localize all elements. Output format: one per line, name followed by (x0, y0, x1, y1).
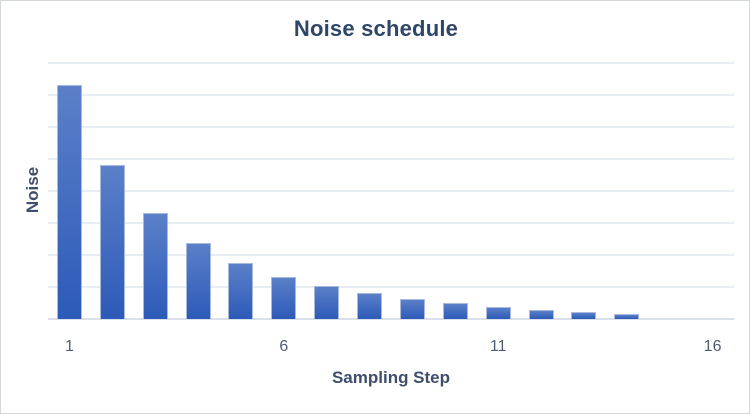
x-tick-label-6: 6 (279, 338, 289, 355)
bar-step-12 (528, 309, 554, 319)
gridline (48, 158, 734, 160)
x-tick-label-1: 1 (64, 338, 74, 355)
bar-step-4 (185, 242, 211, 319)
gridline (48, 126, 734, 128)
x-tick-label-11: 11 (489, 338, 507, 355)
y-axis-title: Noise (23, 166, 42, 214)
x-axis-ticks: 1 6 11 16 (1, 338, 749, 358)
gridline (48, 62, 734, 64)
plot-area (48, 62, 734, 320)
gridline (48, 222, 734, 224)
chart-title: Noise schedule (293, 16, 459, 41)
gridline (48, 286, 734, 288)
bar-step-14 (614, 313, 640, 319)
bar-step-2 (99, 165, 125, 319)
x-axis-line (48, 318, 734, 320)
bar-step-11 (485, 306, 511, 319)
bar-step-6 (271, 277, 297, 319)
bar-step-7 (314, 285, 340, 319)
gridline (48, 254, 734, 256)
bar-step-3 (142, 213, 168, 319)
x-tick-label-16: 16 (703, 338, 722, 355)
gridline (48, 190, 734, 192)
bar-step-13 (571, 312, 597, 319)
bar-step-8 (357, 293, 383, 319)
bar-step-5 (228, 263, 254, 319)
bar-step-10 (442, 303, 468, 319)
gridline (48, 94, 734, 96)
bar-step-1 (56, 85, 82, 319)
bar-step-9 (399, 298, 425, 319)
x-axis-title: Sampling Step (331, 368, 451, 387)
